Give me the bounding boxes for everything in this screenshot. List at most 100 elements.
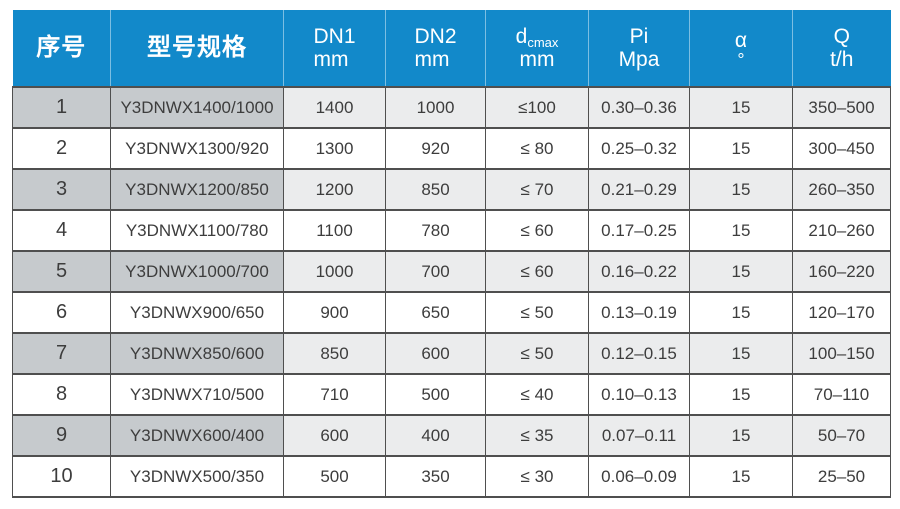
cell-alpha: 15 [689, 168, 793, 211]
col-header-dn2: DN2 mm [385, 10, 486, 87]
cell-dcmax: ≤ 30 [485, 455, 589, 498]
cell-pi: 0.17–0.25 [588, 209, 690, 252]
cell-q: 120–170 [792, 291, 891, 334]
table-row: 2 Y3DNWX1300/920 1300 920 ≤ 80 0.25–0.32 15 300… [12, 127, 891, 170]
cell-dn2: 350 [385, 455, 486, 498]
table-row: 3 Y3DNWX1200/850 1200 850 ≤ 70 0.21–0.29 15 260… [12, 168, 891, 211]
cell-model: Y3DNWX1100/780 [110, 209, 284, 252]
header-dcmax-symbol: d [515, 25, 528, 48]
cell-q: 50–70 [792, 414, 891, 457]
cell-dn1: 1300 [283, 127, 386, 170]
table-row: 4 Y3DNWX1100/780 1100 780 ≤ 60 0.17–0.25 15 210… [12, 209, 891, 252]
cell-dn1: 1400 [283, 86, 386, 129]
cell-dn2: 780 [385, 209, 486, 252]
header-model-label: 型号规格 [147, 34, 247, 61]
cell-model: Y3DNWX900/650 [110, 291, 284, 334]
cell-alpha: 15 [689, 127, 793, 170]
cell-dcmax: ≤ 60 [485, 209, 589, 252]
col-header-model: 型号规格 [110, 10, 284, 87]
col-header-q: Q t/h [792, 10, 891, 87]
col-header-dcmax: dcmax mm [485, 10, 589, 87]
cell-index: 5 [12, 250, 111, 293]
header-dn2-line1: DN2 [414, 25, 457, 48]
col-header-dn1: DN1 mm [283, 10, 386, 87]
cell-dn2: 920 [385, 127, 486, 170]
cell-pi: 0.25–0.32 [588, 127, 690, 170]
cell-model: Y3DNWX850/600 [110, 332, 284, 375]
cell-model: Y3DNWX600/400 [110, 414, 284, 457]
cell-dcmax: ≤100 [485, 86, 589, 129]
cell-index: 7 [12, 332, 111, 375]
header-dcmax-subscript: cmax [527, 35, 559, 50]
cell-index: 2 [12, 127, 111, 170]
cell-dn2: 500 [385, 373, 486, 416]
cell-q: 350–500 [792, 86, 891, 129]
cell-model: Y3DNWX500/350 [110, 455, 284, 498]
header-q-line2: t/h [830, 48, 854, 71]
header-q-line1: Q [833, 25, 850, 48]
cell-model: Y3DNWX710/500 [110, 373, 284, 416]
header-dcmax-unit: mm [519, 48, 555, 71]
cell-pi: 0.07–0.11 [588, 414, 690, 457]
spec-table-body: 1 Y3DNWX1400/1000 1400 1000 ≤100 0.30–0.36 15 3… [12, 86, 891, 498]
table-row: 1 Y3DNWX1400/1000 1400 1000 ≤100 0.30–0.36 15 3… [12, 86, 891, 129]
cell-pi: 0.13–0.19 [588, 291, 690, 334]
cell-index: 1 [12, 86, 111, 129]
cell-dn2: 850 [385, 168, 486, 211]
header-pi-line2: Mpa [618, 48, 660, 71]
cell-dcmax: ≤ 40 [485, 373, 589, 416]
col-header-alpha: α ° [689, 10, 793, 87]
table-row: 7 Y3DNWX850/600 850 600 ≤ 50 0.12–0.15 15 100–1… [12, 332, 891, 375]
cell-dcmax: ≤ 35 [485, 414, 589, 457]
cell-dcmax: ≤ 80 [485, 127, 589, 170]
header-index-label: 序号 [36, 34, 87, 61]
header-row: 序号 型号规格 DN1 mm DN2 mm dcmax mm Pi Mpa [12, 10, 891, 87]
cell-dcmax: ≤ 50 [485, 291, 589, 334]
cell-index: 10 [12, 455, 111, 498]
table-row: 10 Y3DNWX500/350 500 350 ≤ 30 0.06–0.09 15 25–5… [12, 455, 891, 498]
cell-alpha: 15 [689, 455, 793, 498]
cell-q: 160–220 [792, 250, 891, 293]
cell-q: 210–260 [792, 209, 891, 252]
cell-dn2: 700 [385, 250, 486, 293]
cell-index: 9 [12, 414, 111, 457]
cell-dn1: 1100 [283, 209, 386, 252]
cell-dn1: 600 [283, 414, 386, 457]
cell-index: 8 [12, 373, 111, 416]
cell-alpha: 15 [689, 209, 793, 252]
cell-index: 6 [12, 291, 111, 334]
header-pi-line1: Pi [629, 25, 649, 48]
cell-dcmax: ≤ 50 [485, 332, 589, 375]
cell-alpha: 15 [689, 291, 793, 334]
cell-model: Y3DNWX1200/850 [110, 168, 284, 211]
cell-pi: 0.16–0.22 [588, 250, 690, 293]
cell-dn1: 850 [283, 332, 386, 375]
header-dn1-line1: DN1 [313, 25, 356, 48]
cell-index: 3 [12, 168, 111, 211]
table-row: 9 Y3DNWX600/400 600 400 ≤ 35 0.07–0.11 15 50–70 [12, 414, 891, 457]
cell-dn1: 1000 [283, 250, 386, 293]
cell-pi: 0.21–0.29 [588, 168, 690, 211]
cell-alpha: 15 [689, 250, 793, 293]
table-header: 序号 型号规格 DN1 mm DN2 mm dcmax mm Pi Mpa [12, 10, 891, 87]
cell-dn2: 400 [385, 414, 486, 457]
cell-dn1: 900 [283, 291, 386, 334]
cell-dn2: 650 [385, 291, 486, 334]
cell-dn2: 600 [385, 332, 486, 375]
cell-q: 100–150 [792, 332, 891, 375]
cell-pi: 0.30–0.36 [588, 86, 690, 129]
spec-table: 序号 型号规格 DN1 mm DN2 mm dcmax mm Pi Mpa [12, 10, 891, 498]
table-row: 8 Y3DNWX710/500 710 500 ≤ 40 0.10–0.13 15 70–11… [12, 373, 891, 416]
cell-q: 260–350 [792, 168, 891, 211]
cell-alpha: 15 [689, 414, 793, 457]
cell-dn1: 1200 [283, 168, 386, 211]
cell-q: 25–50 [792, 455, 891, 498]
cell-alpha: 15 [689, 373, 793, 416]
table-row: 5 Y3DNWX1000/700 1000 700 ≤ 60 0.16–0.22 15 160… [12, 250, 891, 293]
col-header-index: 序号 [12, 10, 111, 87]
spec-table-container: 序号 型号规格 DN1 mm DN2 mm dcmax mm Pi Mpa [12, 10, 891, 498]
cell-model: Y3DNWX1300/920 [110, 127, 284, 170]
cell-dcmax: ≤ 60 [485, 250, 589, 293]
cell-index: 4 [12, 209, 111, 252]
